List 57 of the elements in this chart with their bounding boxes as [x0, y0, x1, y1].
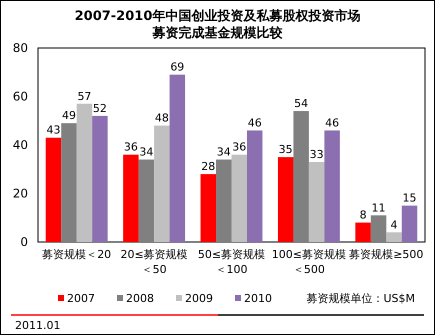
text: 募资规模单位：US$M: [306, 292, 415, 305]
bar: [216, 160, 232, 242]
bar: [46, 138, 62, 242]
bar: [246, 130, 262, 242]
data-label: 36: [124, 140, 138, 154]
data-label: 11: [372, 201, 386, 214]
y-tick-label: 60: [12, 90, 28, 104]
data-label: 46: [248, 116, 262, 130]
data-label: 8: [360, 208, 367, 222]
x-tick-label: 50≤募资规模＜100: [198, 248, 266, 276]
data-label: 4: [390, 218, 398, 232]
legend-label: 2010: [244, 292, 272, 305]
data-label: 43: [46, 124, 60, 137]
bar: [123, 154, 139, 242]
y-tick-label: 40: [12, 138, 28, 152]
data-label: 36: [232, 140, 246, 154]
x-tick-label: 100≤募资规模＜500: [272, 248, 346, 276]
data-label: 34: [216, 146, 231, 159]
bar: [402, 206, 418, 242]
data-label: 34: [139, 146, 154, 159]
x-tick-label: 募资规模＜20: [42, 248, 112, 261]
data-label: 28: [201, 160, 216, 174]
data-label: 46: [325, 116, 340, 130]
data-label: 57: [77, 90, 92, 103]
bar: [76, 104, 92, 242]
legend-label: 2009: [185, 292, 213, 305]
data-label: 33: [310, 148, 324, 161]
bar: [138, 160, 154, 242]
x-tick-label: 20≤募资规模＜50: [120, 248, 188, 276]
bar: [232, 154, 247, 242]
legend-label: 2008: [126, 292, 154, 305]
bar: [61, 123, 77, 242]
x-tick-label: 募资规模≥500: [349, 248, 424, 261]
data-label: 69: [170, 60, 184, 74]
y-tick-label: 0: [20, 235, 28, 249]
bar: [293, 111, 309, 242]
y-tick-label: 80: [12, 41, 28, 55]
bar: [92, 116, 108, 242]
data-label: 49: [62, 109, 76, 122]
bar: [154, 126, 170, 242]
chart-title: 2007-2010年中国创业投资及私募股权投资市场募资完成基金规模比较: [74, 8, 360, 41]
data-label: 35: [278, 143, 293, 156]
data-label: 52: [92, 102, 107, 115]
bar: [355, 222, 371, 242]
bar: [370, 215, 386, 242]
data-label: 15: [402, 192, 417, 205]
bar: [200, 174, 216, 242]
text: 2011.01: [15, 319, 60, 332]
bar: [170, 74, 186, 242]
y-tick-label: 20: [12, 186, 28, 200]
legend-label: 2007: [67, 292, 95, 305]
bar: [324, 130, 340, 242]
bar: [278, 157, 294, 242]
bar: [308, 162, 324, 242]
data-label: 54: [294, 97, 308, 110]
bar: [386, 232, 402, 242]
data-label: 48: [154, 112, 169, 125]
